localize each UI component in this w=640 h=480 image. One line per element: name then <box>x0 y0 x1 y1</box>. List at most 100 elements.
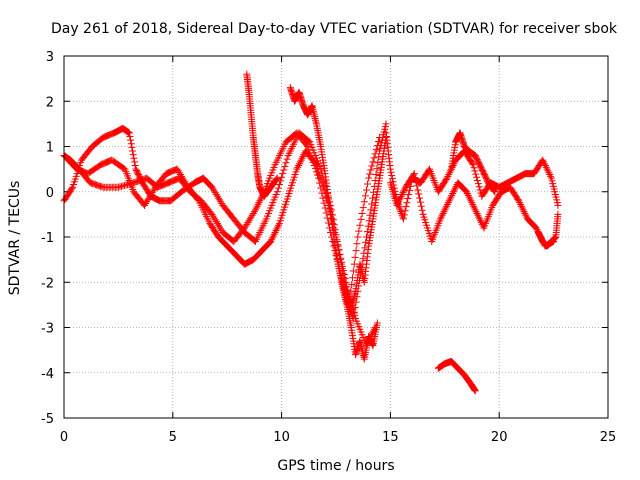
data-point <box>373 142 381 150</box>
data-point <box>471 206 479 214</box>
data-point <box>490 186 498 194</box>
data-point <box>476 215 484 223</box>
data-point <box>475 183 483 191</box>
data-point <box>265 239 273 247</box>
data-point <box>348 281 356 289</box>
data-point <box>543 165 551 173</box>
data-point <box>270 230 278 238</box>
data-point <box>443 200 451 208</box>
data-point <box>547 172 555 180</box>
data-point <box>475 213 483 221</box>
data-point <box>463 188 471 196</box>
data-point <box>442 204 450 212</box>
data-point <box>267 238 275 246</box>
data-point <box>393 201 401 209</box>
data-point <box>400 211 408 219</box>
x-tick-label: 5 <box>169 430 177 445</box>
data-point <box>129 151 137 159</box>
data-point <box>146 192 154 200</box>
data-point <box>312 161 320 169</box>
data-point <box>295 162 303 170</box>
data-point <box>517 200 525 208</box>
data-point <box>366 211 374 219</box>
data-point <box>369 158 377 166</box>
y-tick-label: -2 <box>41 276 54 291</box>
data-point <box>245 217 253 225</box>
data-point <box>247 213 255 221</box>
data-point <box>68 185 76 193</box>
plot-frame <box>63 55 609 419</box>
data-point <box>243 220 251 228</box>
data-point <box>293 165 301 173</box>
y-axis-label: SDTVAR / TECUs <box>7 181 23 296</box>
data-point <box>362 238 370 246</box>
data-point <box>472 208 480 216</box>
data-point <box>541 162 549 170</box>
data-point <box>414 186 422 194</box>
data-point <box>212 190 220 198</box>
data-point <box>464 191 472 199</box>
data-point <box>362 186 370 194</box>
data-point <box>469 200 477 208</box>
data-point <box>248 211 256 219</box>
data-point <box>271 228 279 236</box>
data-point <box>299 152 307 160</box>
data-point <box>126 133 134 141</box>
data-point <box>173 165 181 173</box>
data-point <box>474 180 482 188</box>
data-point <box>374 159 382 167</box>
data-point <box>208 210 216 218</box>
data-point <box>467 197 475 205</box>
data-point <box>272 176 280 184</box>
data-point <box>176 171 184 179</box>
data-point <box>250 208 258 216</box>
data-point <box>440 208 448 216</box>
data-point <box>369 194 377 202</box>
data-point <box>470 164 478 172</box>
data-point <box>444 172 452 180</box>
data-point <box>127 136 135 144</box>
data-point <box>297 156 305 164</box>
series-track-a <box>60 120 390 322</box>
data-point <box>273 174 281 182</box>
data-point <box>468 199 476 207</box>
data-point <box>125 129 133 137</box>
series-track-i <box>434 357 479 395</box>
series-track-d <box>243 70 281 200</box>
data-point <box>446 169 454 177</box>
data-point <box>405 190 413 198</box>
data-point <box>490 187 498 195</box>
data-point <box>216 196 224 204</box>
data-point <box>403 199 411 207</box>
data-point <box>361 244 369 252</box>
data-point <box>314 164 322 172</box>
data-point <box>398 190 406 198</box>
data-point <box>364 180 372 188</box>
data-point <box>356 221 364 229</box>
data-point <box>448 191 456 199</box>
data-point <box>416 198 424 206</box>
data-point <box>280 166 288 174</box>
data-point <box>252 204 260 212</box>
data-point <box>554 201 562 209</box>
data-point <box>373 165 381 173</box>
data-point <box>304 143 312 150</box>
y-tick-label: 3 <box>46 50 54 65</box>
data-point <box>359 204 367 212</box>
y-tick-label: -4 <box>41 367 54 382</box>
data-point <box>413 182 421 190</box>
data-point <box>131 158 139 166</box>
data-point <box>279 170 287 178</box>
data-point <box>311 159 319 167</box>
data-point <box>340 271 348 279</box>
data-point <box>365 217 373 225</box>
data-point <box>181 178 189 186</box>
data-point <box>466 195 474 203</box>
data-point <box>461 186 469 194</box>
data-point <box>443 202 451 210</box>
data-point <box>539 156 547 164</box>
data-point <box>365 174 373 182</box>
data-point <box>131 162 139 170</box>
data-point <box>213 219 221 227</box>
data-point <box>353 240 361 248</box>
